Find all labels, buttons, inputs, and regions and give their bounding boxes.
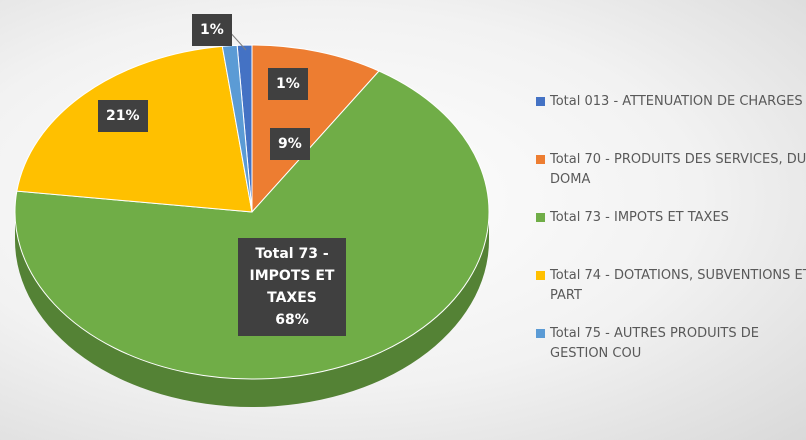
data-label-value: 9% — [278, 136, 302, 152]
legend-label: Total 013 - ATTENUATION DE CHARGES — [550, 94, 803, 109]
legend-entry: Total 73 - IMPOTS ET TAXES — [536, 208, 806, 228]
legend-swatch — [536, 155, 545, 164]
data-label: 21% — [98, 100, 148, 132]
legend-swatch — [536, 213, 545, 222]
legend-swatch — [536, 271, 545, 280]
data-label: 1% — [268, 68, 308, 100]
data-label-category: Total 73 - IMPOTS ET TAXES — [249, 246, 335, 306]
data-label: 1% — [192, 14, 232, 46]
legend-entry: Total 74 - DOTATIONS, SUBVENTIONS ET PAR… — [536, 266, 806, 306]
legend-swatch — [536, 97, 545, 106]
legend-swatch — [536, 329, 545, 338]
data-label: 9% — [270, 128, 310, 160]
legend-label: Total 73 - IMPOTS ET TAXES — [550, 210, 729, 225]
data-label-value: 1% — [276, 76, 300, 92]
pie-slice — [14, 70, 490, 380]
data-label: Total 73 - IMPOTS ET TAXES 68% — [238, 238, 346, 336]
data-label-value: 1% — [200, 22, 224, 38]
legend-label: Total 74 - DOTATIONS, SUBVENTIONS ET PAR… — [550, 268, 806, 303]
data-label-value: 68% — [275, 312, 309, 328]
pie-slice-side — [15, 212, 489, 407]
legend-label: Total 70 - PRODUITS DES SERVICES, DU DOM… — [550, 152, 806, 187]
legend-label: Total 75 - AUTRES PRODUITS DE GESTION CO… — [550, 326, 759, 361]
legend-entry: Total 013 - ATTENUATION DE CHARGES — [536, 92, 806, 112]
legend-entry: Total 75 - AUTRES PRODUITS DE GESTION CO… — [536, 324, 806, 364]
data-label-value: 21% — [106, 108, 140, 124]
legend-entry: Total 70 - PRODUITS DES SERVICES, DU DOM… — [536, 150, 806, 190]
